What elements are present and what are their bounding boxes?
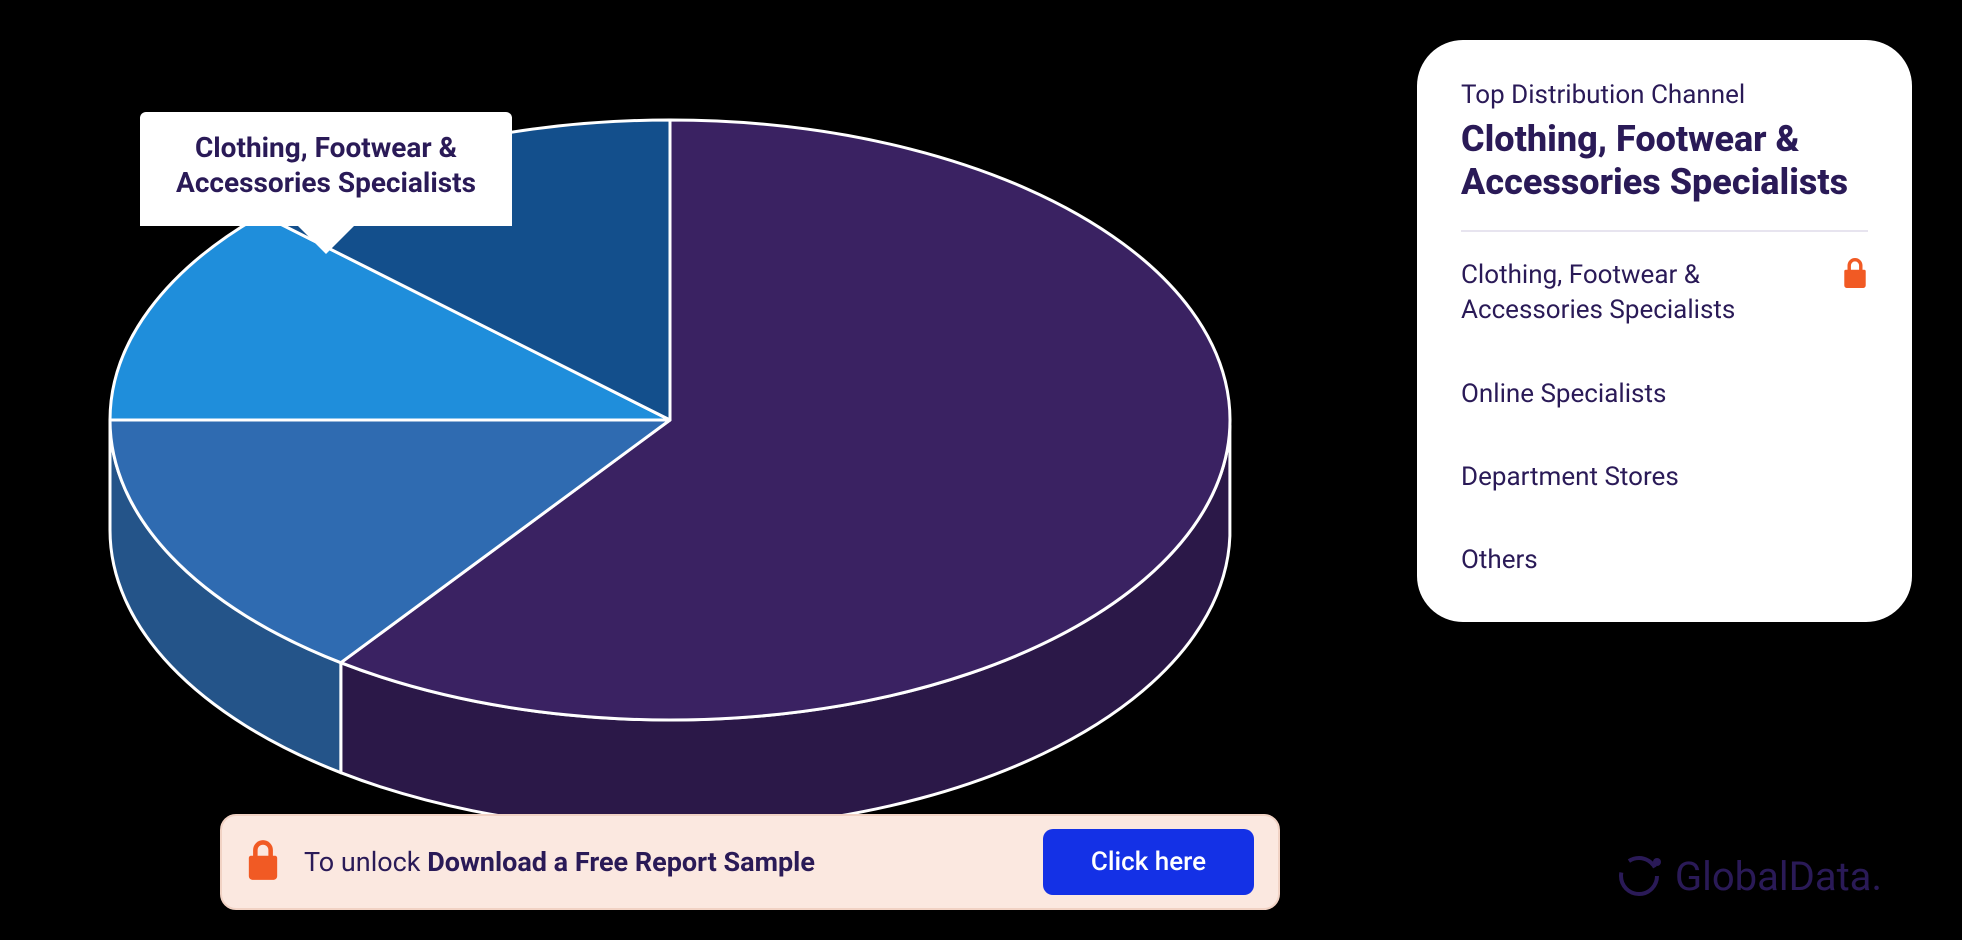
lock-icon (1842, 258, 1868, 288)
slice-callout-text: Clothing, Footwear & Accessories Special… (176, 131, 476, 199)
legend-item[interactable]: Online Specialists (1461, 377, 1868, 412)
brand-name: GlobalData (1675, 853, 1872, 900)
legend-item-label: Department Stores (1461, 460, 1868, 495)
legend-divider (1461, 230, 1868, 232)
unlock-banner: To unlock Download a Free Report Sample … (220, 814, 1280, 910)
callout-arrow (296, 224, 356, 254)
click-here-button[interactable]: Click here (1043, 829, 1254, 895)
legend-item-label: Others (1461, 543, 1868, 578)
lock-icon (246, 840, 280, 884)
legend-panel: Top Distribution Channel Clothing, Footw… (1417, 40, 1912, 622)
legend-item-label: Clothing, Footwear & Accessories Special… (1461, 258, 1842, 328)
legend-item[interactable]: Clothing, Footwear & Accessories Special… (1461, 258, 1868, 328)
brand-logo: GlobalData. (1615, 852, 1882, 900)
legend-item[interactable]: Department Stores (1461, 460, 1868, 495)
unlock-text: To unlock Download a Free Report Sample (304, 846, 1043, 878)
legend-headline: Clothing, Footwear & Accessories Special… (1461, 118, 1868, 204)
unlock-text-bold: Download a Free Report Sample (427, 846, 815, 878)
legend-item-label: Online Specialists (1461, 377, 1868, 412)
chart-stage: Clothing, Footwear & Accessories Special… (0, 0, 1962, 940)
unlock-text-prefix: To unlock (304, 846, 427, 878)
brand-suffix: . (1871, 853, 1882, 900)
legend-item[interactable]: Others (1461, 543, 1868, 578)
brand-mark-icon (1615, 852, 1663, 900)
legend-eyebrow: Top Distribution Channel (1461, 80, 1868, 110)
slice-callout: Clothing, Footwear & Accessories Special… (140, 112, 512, 226)
